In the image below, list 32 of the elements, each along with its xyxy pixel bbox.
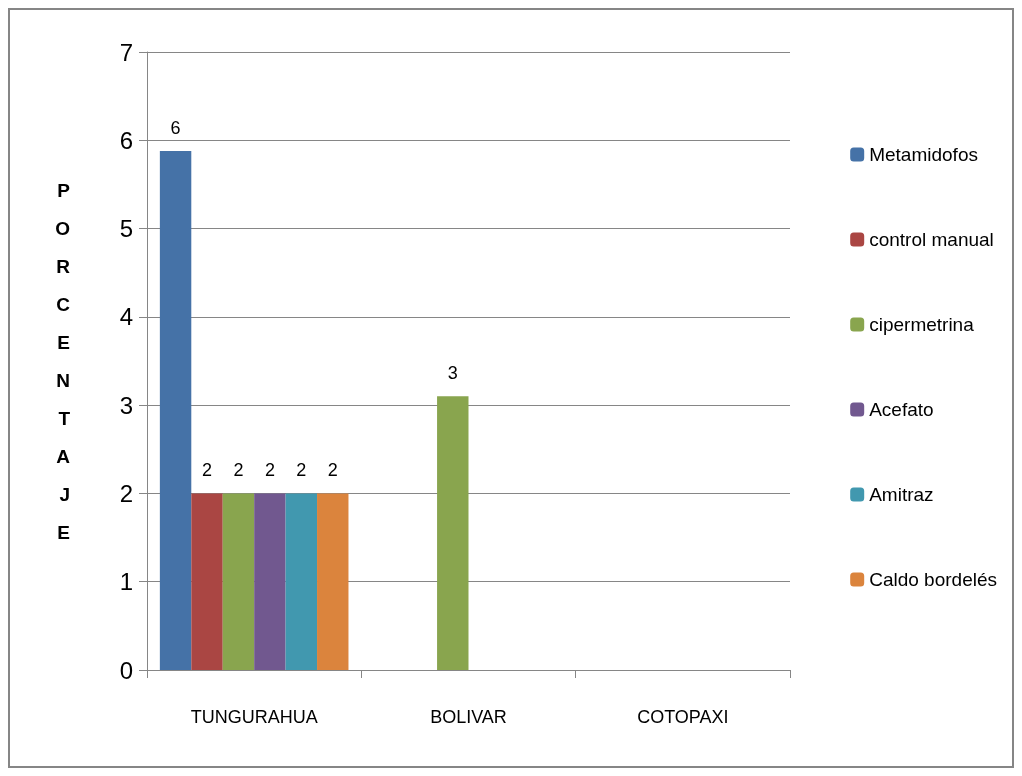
- bar: [254, 493, 286, 670]
- x-tick-label: BOLIVAR: [430, 707, 507, 727]
- data-label: 2: [202, 460, 213, 481]
- y-tick-label: 6: [119, 126, 133, 154]
- data-label: 2: [327, 460, 338, 481]
- y-tick-label: 0: [119, 656, 133, 684]
- bar: [285, 493, 318, 670]
- data-label: 3: [447, 363, 458, 384]
- data-label: 2: [264, 460, 275, 481]
- legend-label: Metamidofos: [869, 144, 978, 165]
- data-label: 2: [233, 460, 244, 481]
- y-tick-label: 2: [119, 479, 133, 507]
- x-tick-label: COTOPAXI: [637, 707, 729, 727]
- text: PORCENTAJE: [55, 179, 70, 543]
- legend-label: control manual: [869, 229, 994, 250]
- legend-label: Caldo bordelés: [869, 569, 998, 590]
- bar: [222, 493, 255, 670]
- bar: [437, 396, 469, 670]
- data-label: 6: [170, 117, 181, 138]
- legend-label: Amitraz: [869, 484, 934, 505]
- legend-label: cipermetrina: [869, 314, 975, 335]
- bar: [317, 493, 349, 670]
- x-tick-label: TUNGURAHUA: [190, 707, 318, 727]
- y-tick-label: 4: [119, 303, 133, 331]
- y-tick-label: 5: [119, 215, 133, 243]
- y-tick-label: 3: [119, 391, 133, 419]
- legend-label: Acefato: [869, 399, 934, 420]
- y-tick-label: 1: [119, 568, 133, 596]
- data-label: 2: [296, 460, 307, 481]
- y-tick-label: 7: [119, 38, 133, 66]
- bar: [159, 150, 192, 670]
- bar: [191, 493, 223, 670]
